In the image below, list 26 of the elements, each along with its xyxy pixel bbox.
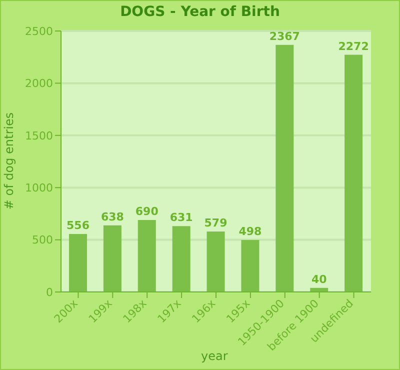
y-tick-label: 1000 bbox=[25, 182, 53, 195]
data-label: 631 bbox=[170, 211, 193, 224]
y-axis-title: # of dog entries bbox=[2, 112, 16, 210]
chart-title: DOGS - Year of Birth bbox=[119, 4, 281, 20]
y-tick-label: 2000 bbox=[25, 77, 53, 90]
data-label: 690 bbox=[135, 204, 159, 218]
y-tick-label: 500 bbox=[32, 234, 53, 247]
y-tick-label: 2500 bbox=[25, 24, 53, 38]
data-label: 638 bbox=[100, 210, 124, 224]
bar bbox=[69, 234, 87, 292]
x-axis-title: year bbox=[201, 349, 228, 363]
y-tick-label: 1500 bbox=[25, 129, 53, 142]
y-tick-label: 0 bbox=[46, 286, 53, 299]
bar bbox=[241, 240, 260, 292]
data-label: 556 bbox=[66, 218, 90, 232]
data-label: 498 bbox=[238, 225, 262, 238]
data-label: 579 bbox=[204, 216, 228, 230]
data-label: 40 bbox=[311, 272, 328, 286]
bar bbox=[103, 225, 122, 292]
bar bbox=[138, 220, 156, 292]
data-label: 2367 bbox=[269, 30, 300, 43]
bar bbox=[172, 226, 190, 292]
bar bbox=[206, 232, 225, 292]
data-label: 2272 bbox=[338, 40, 369, 53]
bar bbox=[276, 44, 294, 292]
bar bbox=[344, 54, 363, 292]
